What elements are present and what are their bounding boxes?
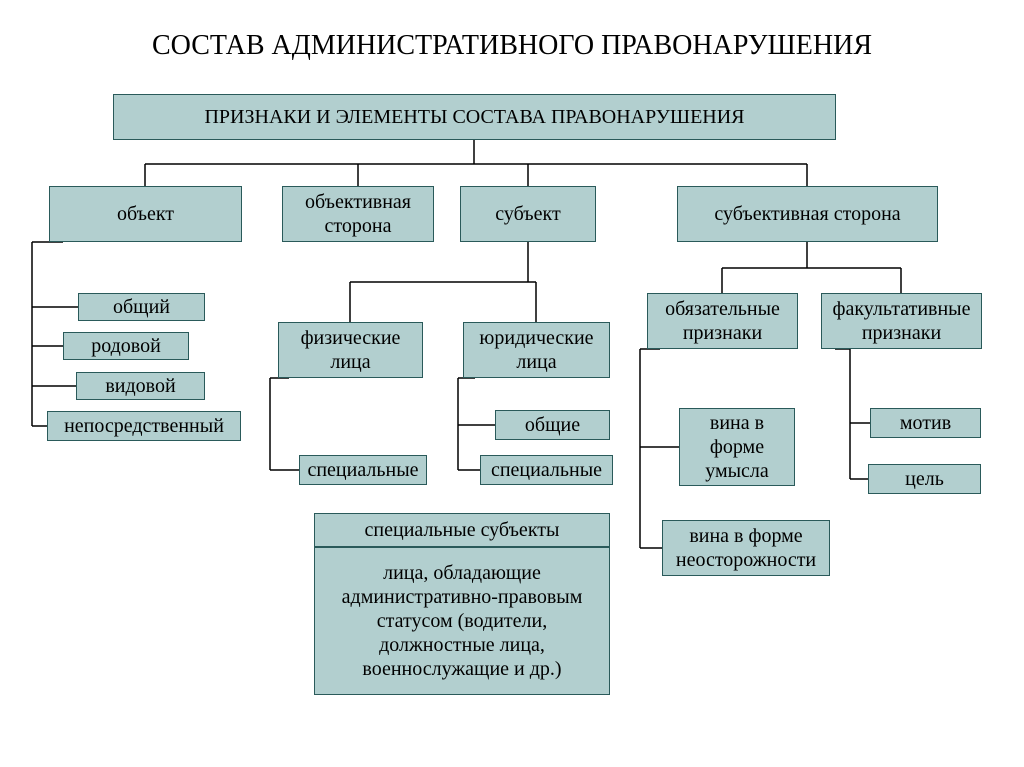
node-generic: родовой: [63, 332, 189, 360]
node-legal_special: специальные: [480, 455, 613, 485]
node-specific: видовой: [76, 372, 205, 400]
node-object: объект: [49, 186, 242, 242]
node-phys_special: специальные: [299, 455, 427, 485]
node-spec_subj_hdr: специальные субъекты: [314, 513, 610, 547]
node-root: ПРИЗНАКИ И ЭЛЕМЕНТЫ СОСТАВА ПРАВОНАРУШЕН…: [113, 94, 836, 140]
node-common: общий: [78, 293, 205, 321]
node-phys: физические лица: [278, 322, 423, 378]
node-intent: вина в форме умысла: [679, 408, 795, 486]
node-mandatory: обязательные признаки: [647, 293, 798, 349]
node-legal_common: общие: [495, 410, 610, 440]
node-subj_side: субъективная сторона: [677, 186, 938, 242]
node-motive: мотив: [870, 408, 981, 438]
node-spec_subj_body: лица, обладающие административно-правовы…: [314, 547, 610, 695]
node-optional: факультативные признаки: [821, 293, 982, 349]
node-obj_side: объективная сторона: [282, 186, 434, 242]
node-goal: цель: [868, 464, 981, 494]
node-legal: юридические лица: [463, 322, 610, 378]
node-negligence: вина в форме неосторожности: [662, 520, 830, 576]
node-subject: субъект: [460, 186, 596, 242]
diagram-title: СОСТАВ АДМИНИСТРАТИВНОГО ПРАВОНАРУШЕНИЯ: [0, 30, 1024, 62]
node-direct: непосредственный: [47, 411, 241, 441]
